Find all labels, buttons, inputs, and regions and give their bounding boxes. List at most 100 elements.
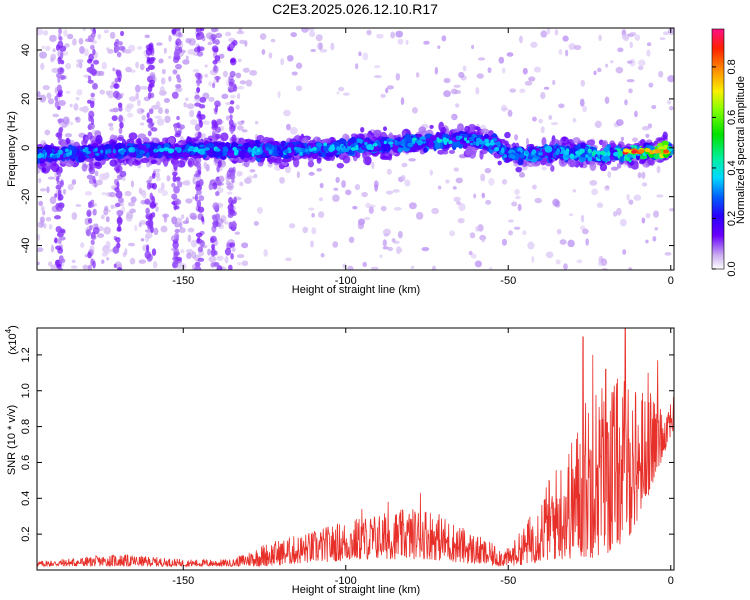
noise-blob — [202, 120, 210, 125]
noise-blob — [470, 253, 477, 259]
band-halo-blob — [586, 139, 596, 146]
noise-blob — [104, 205, 109, 211]
column-blob — [229, 70, 236, 78]
noise-blob — [289, 126, 298, 135]
band-hot-blob — [163, 147, 170, 151]
band-core-blob — [214, 151, 224, 157]
band-halo-blob — [109, 159, 118, 167]
band-halo-blob — [541, 137, 547, 147]
column-blob — [113, 263, 117, 268]
noise-blob — [382, 239, 388, 247]
band-halo-blob — [215, 133, 222, 139]
column-blob — [60, 59, 65, 65]
column-blob — [211, 82, 216, 89]
band-core-blob — [311, 152, 319, 160]
noise-blob — [415, 72, 420, 78]
band-halo-blob — [293, 157, 300, 168]
noise-blob — [646, 49, 651, 57]
band-halo-blob — [81, 163, 88, 172]
noise-blob — [182, 59, 190, 65]
band-hot-blob — [524, 150, 529, 155]
column-blob — [146, 244, 150, 253]
noise-blob — [308, 207, 315, 211]
colorbar-label: Normalized spectral amplitude — [735, 76, 747, 224]
noise-blob — [458, 203, 466, 211]
band-halo-blob — [48, 165, 56, 170]
noise-blob — [295, 62, 303, 69]
noise-blob — [37, 247, 44, 253]
noise-blob — [320, 253, 325, 258]
noise-blob — [84, 191, 93, 196]
column-blob — [196, 86, 201, 93]
noise-blob — [254, 120, 259, 125]
band-hot-blob — [271, 146, 275, 152]
noise-blob — [289, 223, 296, 229]
column-blob — [148, 42, 154, 51]
noise-blob — [308, 171, 315, 176]
noise-blob — [554, 29, 559, 36]
noise-blob — [130, 180, 135, 188]
spectrogram-y-axis-label: Frequency (Hz) — [6, 111, 18, 187]
band-hot-blob — [372, 142, 378, 147]
noise-blob — [65, 62, 72, 70]
noise-blob — [315, 34, 323, 42]
band-halo-blob — [360, 126, 365, 133]
noise-blob — [517, 203, 522, 212]
noise-blob — [358, 51, 362, 57]
column-blob — [214, 75, 221, 81]
noise-blob — [319, 48, 328, 53]
band-halo-blob — [128, 132, 138, 140]
column-blob — [119, 170, 127, 178]
noise-blob — [533, 66, 541, 73]
band-core-blob — [349, 136, 357, 145]
noise-blob — [548, 115, 553, 120]
noise-blob — [653, 210, 660, 218]
column-blob — [175, 83, 182, 89]
band-hot-blob — [479, 140, 485, 145]
noise-blob — [161, 68, 166, 75]
band-halo-blob — [550, 165, 555, 172]
colorbar-scale — [711, 28, 725, 270]
column-blob — [174, 228, 180, 234]
column-blob — [227, 208, 235, 215]
noise-blob — [390, 31, 396, 39]
noise-blob — [140, 85, 148, 90]
noise-blob — [386, 85, 394, 90]
noise-blob — [43, 223, 47, 229]
colorbar-tick-label: 0.6 — [726, 110, 738, 125]
column-blob — [117, 136, 125, 141]
noise-blob — [49, 34, 57, 43]
band-hot-blob — [587, 148, 592, 153]
noise-blob — [509, 88, 517, 93]
column-blob — [146, 56, 151, 63]
noise-blob — [468, 250, 473, 256]
noise-blob — [582, 105, 587, 113]
noise-blob — [261, 48, 266, 55]
peak-blob — [644, 148, 651, 153]
band-hot-blob — [484, 138, 490, 143]
column-blob — [88, 110, 95, 119]
band-hot-blob — [138, 149, 144, 155]
noise-blob — [45, 45, 51, 51]
column-blob — [55, 44, 60, 51]
snr-x-axis-label: Height of straight line (km) — [292, 584, 420, 596]
noise-blob — [40, 219, 45, 228]
noise-blob — [76, 89, 83, 96]
column-blob — [176, 115, 180, 121]
noise-blob — [452, 186, 457, 190]
column-blob — [149, 56, 156, 62]
y-tick-label: 1.2 — [20, 347, 32, 362]
noise-blob — [500, 107, 509, 111]
column-blob — [229, 114, 233, 120]
noise-blob — [576, 259, 583, 264]
column-blob — [171, 182, 176, 188]
snr-multiplier-exp: 4 — [4, 328, 13, 333]
noise-blob — [100, 214, 105, 220]
noise-blob — [514, 134, 519, 141]
noise-blob — [638, 59, 646, 67]
noise-blob — [225, 101, 231, 106]
noise-blob — [109, 31, 116, 39]
column-blob — [229, 100, 235, 105]
noise-blob — [646, 42, 652, 47]
noise-blob — [64, 132, 73, 138]
